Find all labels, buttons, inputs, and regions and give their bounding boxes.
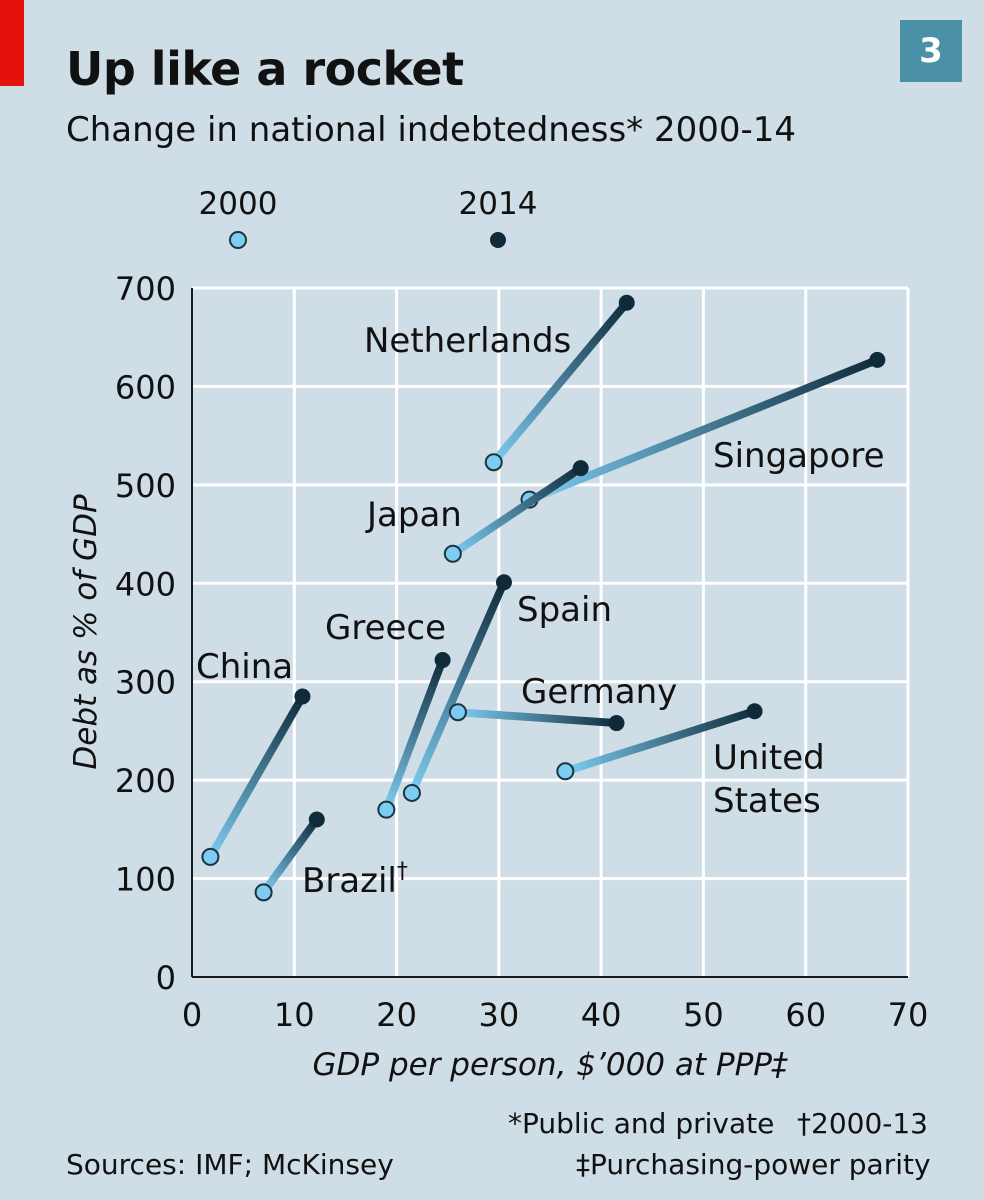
data-marks	[201, 294, 886, 902]
point-2014-japan	[572, 460, 589, 477]
point-2014-greece	[434, 652, 451, 669]
brand-red-tab	[0, 0, 24, 86]
y-axis-label: Debt as % of GDP	[68, 494, 104, 770]
x-tick-label: 50	[683, 996, 724, 1034]
footnote-dagger: †2000-13	[797, 1107, 928, 1140]
y-tick-label: 300	[115, 664, 176, 702]
segment-singapore	[528, 356, 879, 504]
point-2014-singapore	[869, 351, 886, 368]
point-2014-china	[294, 688, 311, 705]
point-2000-japan	[443, 544, 462, 563]
point-2000-spain	[402, 783, 421, 802]
label-japan: Japan	[365, 495, 462, 535]
point-2000-netherlands	[484, 453, 503, 472]
segment-spain	[408, 580, 508, 795]
y-tick-label: 0	[156, 959, 176, 997]
segment-china	[206, 694, 306, 859]
chart-subtitle: Change in national indebtedness* 2000-14	[66, 110, 797, 150]
label-brazil: Brazil†	[302, 859, 408, 901]
x-axis-label: GDP per person, $’000 at PPP‡	[313, 1047, 788, 1083]
y-tick-label: 400	[115, 565, 176, 603]
chart-title: Up like a rocket	[66, 42, 464, 96]
footnote-public-private: *Public and private	[508, 1107, 775, 1140]
label-china: China	[196, 647, 293, 687]
y-tick-label: 700	[115, 270, 176, 308]
country-labels: Netherlands Singapore Japan Spain Greece…	[196, 321, 885, 901]
y-tick-label: 500	[115, 467, 176, 505]
label-spain: Spain	[517, 590, 612, 630]
label-netherlands: Netherlands	[364, 321, 571, 361]
legend: 2000 2014	[199, 186, 538, 249]
label-singapore: Singapore	[713, 436, 885, 476]
legend-start-dot	[229, 231, 247, 249]
point-2000-greece	[377, 800, 396, 819]
point-2000-brazil	[254, 883, 273, 902]
point-2000-united-states	[556, 762, 575, 781]
grid-lines	[192, 286, 910, 977]
axes: 0 10 20 30 40 50 60 700100200300400500600700GDP…	[68, 270, 928, 1083]
point-2000-germany	[448, 703, 467, 722]
point-2014-germany	[608, 715, 625, 732]
point-2000-china	[201, 847, 220, 866]
legend-start-label: 2000	[199, 186, 278, 222]
point-2014-spain	[495, 574, 512, 591]
x-tick-label: 10	[274, 996, 315, 1034]
label-united-states-line2: States	[713, 781, 821, 821]
legend-end-dot	[490, 232, 506, 248]
legend-end-label: 2014	[459, 186, 538, 222]
segment-japan	[450, 464, 583, 558]
label-united-states-line1: United	[713, 738, 825, 778]
x-tick-label: 40	[581, 996, 622, 1034]
x-tick-label: 70	[888, 996, 929, 1034]
y-tick-label: 600	[115, 368, 176, 406]
y-tick-label: 200	[115, 762, 176, 800]
segment-netherlands	[490, 300, 630, 465]
x-tick-label: 60	[785, 996, 826, 1034]
y-tick-label: 100	[115, 861, 176, 899]
segment-germany	[457, 708, 617, 728]
footnote-sources: Sources: IMF; McKinsey	[66, 1148, 394, 1181]
x-tick-label: 20	[376, 996, 417, 1034]
chart-number-badge: 3	[900, 20, 962, 82]
x-tick-label: 30	[478, 996, 519, 1034]
footnote-ppp: ‡Purchasing-power parity	[576, 1148, 931, 1181]
point-2014-united-states	[746, 703, 763, 720]
x-tick-label: 0	[182, 996, 202, 1034]
segment-united-states	[564, 707, 756, 776]
segment-brazil	[260, 817, 321, 895]
segment-greece	[382, 658, 447, 812]
point-2014-brazil	[308, 811, 325, 828]
point-2014-netherlands	[618, 294, 635, 311]
label-greece: Greece	[325, 608, 446, 648]
label-germany: Germany	[521, 672, 677, 712]
